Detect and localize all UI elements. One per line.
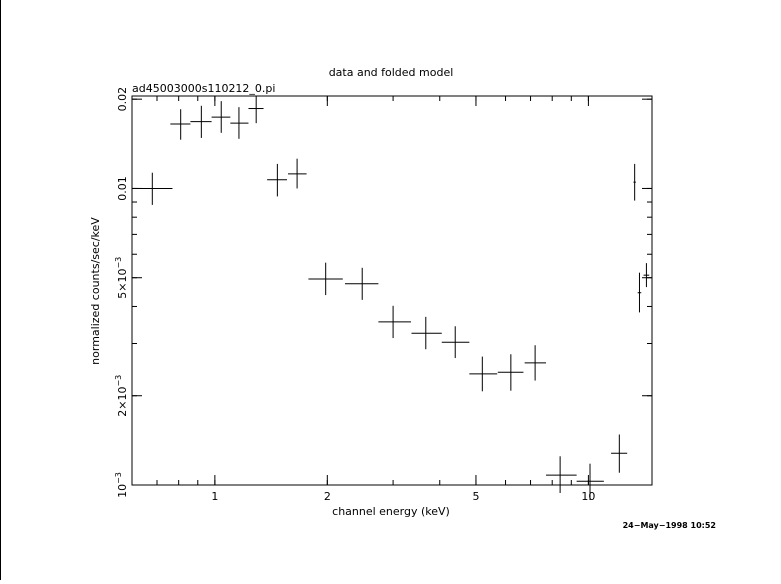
x-tick-label: 10: [581, 490, 595, 503]
x-axis-label: channel energy (keV): [332, 505, 450, 518]
data-point: [308, 262, 343, 296]
data-point: [230, 107, 249, 139]
data-point: [611, 434, 628, 473]
data-point: [378, 305, 411, 339]
left-border-line: [0, 0, 1, 580]
x-tick-label: 1: [211, 490, 218, 503]
data-point: [643, 263, 650, 288]
data-point: [411, 316, 442, 350]
y-axis-label: normalized counts/sec/keV: [89, 217, 102, 365]
data-point: [497, 354, 524, 391]
y-tick-label: 5×10−3: [114, 257, 129, 299]
data-point: [633, 163, 636, 201]
data-point: [267, 163, 288, 197]
data-point: [344, 267, 379, 300]
data-point: [469, 356, 498, 392]
timestamp: 24−May−1998 10:52: [623, 521, 716, 530]
minor-ticks: [131, 96, 652, 486]
y-tick-label: 2×10−3: [114, 375, 129, 417]
chart-subtitle: ad45003000s110212_0.pi: [132, 82, 275, 95]
data-point: [441, 326, 470, 359]
data-point: [248, 96, 264, 124]
chart-title: data and folded model: [329, 66, 454, 79]
y-tick-label: 0.02: [116, 87, 129, 112]
data-points: [132, 96, 650, 501]
data-point: [170, 109, 191, 140]
data-point: [546, 456, 577, 493]
x-tick-label: 2: [324, 490, 331, 503]
y-tick-label: 0.01: [116, 176, 129, 201]
data-point: [211, 101, 231, 133]
data-point: [288, 158, 307, 189]
y-tick-label: 10−3: [114, 472, 129, 498]
y-axis-ticks: 10−3 2×10−3 5×10−3 0.01 0.02: [114, 87, 652, 498]
data-point: [190, 105, 212, 138]
x-axis-ticks: 1 2 5 10: [211, 96, 595, 503]
x-tick-label: 5: [472, 490, 479, 503]
plot-frame: [131, 95, 653, 486]
data-point: [576, 463, 604, 501]
data-point: [524, 345, 547, 381]
data-point: [132, 172, 173, 205]
data-point: [637, 272, 642, 313]
